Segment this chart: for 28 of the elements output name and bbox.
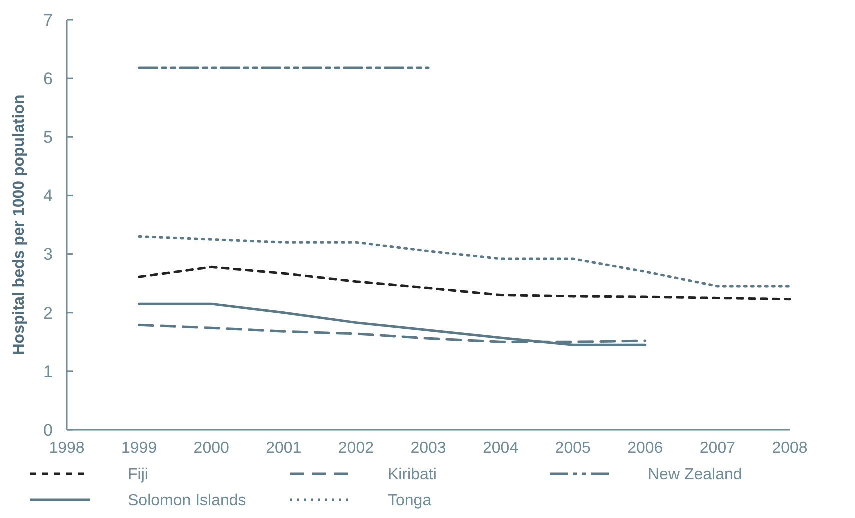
y-tick-label: 3: [44, 245, 53, 264]
line-series: [138, 235, 792, 288]
y-axis-title: Hospital beds per 1000 population: [11, 94, 28, 356]
legend-label: Solomon Islands: [128, 492, 246, 510]
x-tick-label: 2004: [483, 440, 519, 457]
x-tick-label: 2000: [194, 440, 230, 457]
y-tick-label: 6: [44, 70, 53, 89]
x-tick-label: 2005: [555, 440, 591, 457]
y-tick-label: 4: [44, 186, 53, 206]
x-tick-label: 2008: [772, 440, 808, 457]
legend-label: Kiribati: [388, 466, 437, 484]
x-tick-label: 2002: [338, 440, 374, 457]
y-tick-label: 7: [44, 10, 53, 30]
x-tick-label: 2006: [628, 440, 664, 457]
y-tick-label: 0: [44, 420, 53, 440]
y-tick-label: 2: [44, 304, 53, 323]
x-tick-label: 2003: [410, 440, 446, 457]
legend-label: New Zealand: [648, 466, 742, 484]
line-series: [138, 266, 792, 301]
x-tick-label: 1999: [122, 440, 158, 457]
legend-label: Fiji: [128, 466, 148, 484]
line-series: [138, 302, 647, 346]
y-tick-label: 5: [44, 128, 53, 148]
x-tick-label: 2001: [266, 440, 302, 457]
x-tick-label: 1998: [49, 440, 85, 457]
legend-label: Tonga: [388, 492, 432, 510]
x-tick-label: 2007: [700, 440, 736, 457]
y-tick-label: 1: [44, 362, 53, 382]
